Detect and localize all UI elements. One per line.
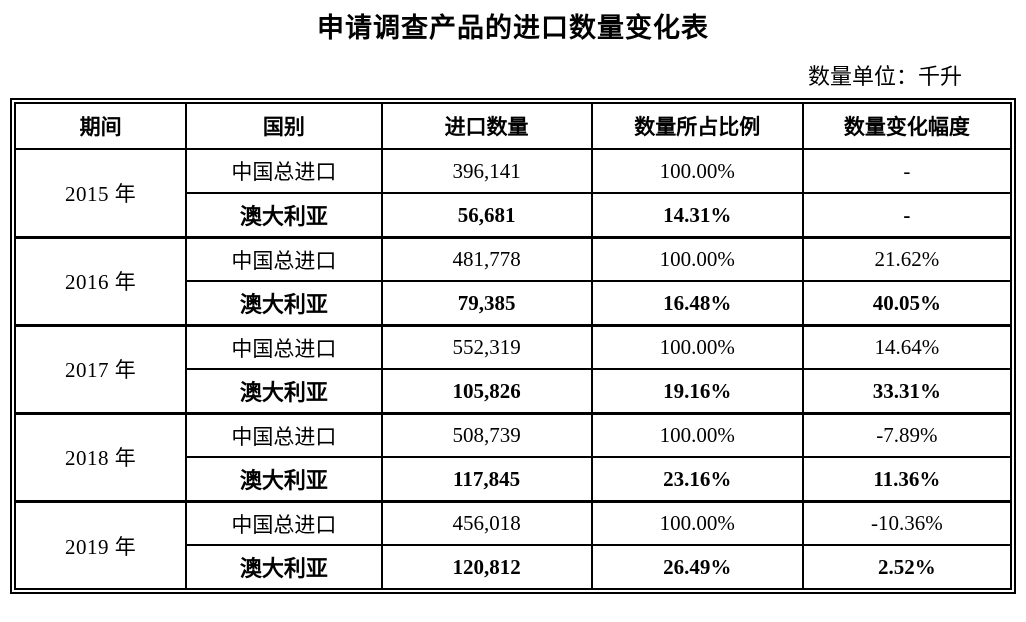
country-cell: 澳大利亚	[185, 544, 383, 591]
header-quantity-share: 数量所占比例	[590, 102, 804, 151]
country-cell: 澳大利亚	[185, 192, 383, 239]
header-country: 国别	[185, 102, 383, 151]
quantity-cell: 456,018	[380, 499, 593, 547]
share-cell: 26.49%	[590, 544, 804, 591]
country-cell: 澳大利亚	[185, 456, 383, 503]
share-cell: 100.00%	[590, 235, 804, 283]
period-cell: 2018 年	[13, 411, 188, 503]
table-row: 2018 年中国总进口 508,739 100.00% -7.89%	[13, 411, 1013, 503]
change-cell: 2.52%	[801, 544, 1013, 591]
change-cell: 33.31%	[801, 368, 1013, 415]
share-cell: 23.16%	[590, 456, 804, 503]
quantity-cell: 508,739	[380, 411, 593, 459]
quantity-cell: 56,681	[380, 192, 593, 239]
quantity-cell: 552,319	[380, 323, 593, 371]
change-cell: -	[801, 148, 1013, 195]
table-row: 澳大利亚 79,385 16.48% 40.05%	[15, 280, 1013, 327]
quantity-cell: 120,812	[380, 544, 593, 591]
period-cell: 2016 年	[13, 235, 188, 327]
share-cell: 100.00%	[590, 411, 804, 459]
table-row: 2015 年中国总进口 396,141 100.00% -	[13, 148, 1013, 239]
unit-note: 数量单位：千升	[807, 64, 962, 90]
header-period: 期间	[13, 102, 188, 151]
table-row: 2017 年中国总进口 552,319 100.00% 14.64%	[13, 323, 1013, 415]
header-row: 期间 国别 进口数量 数量所占比例 数量变化幅度	[13, 102, 1013, 151]
period-cell: 2017 年	[13, 323, 188, 415]
quantity-cell: 396,141	[380, 148, 593, 195]
country-cell: 中国总进口	[185, 499, 383, 547]
import-quantity-table: 期间 国别 进口数量 数量所占比例 数量变化幅度 2015 年中国总进口 396,…	[13, 102, 1013, 591]
table-row: 澳大利亚 105,826 19.16% 33.31%	[15, 368, 1013, 415]
change-cell: -10.36%	[801, 499, 1013, 547]
change-cell: -	[801, 192, 1013, 239]
country-cell: 中国总进口	[185, 235, 383, 283]
period-cell: 2019 年	[13, 499, 188, 591]
table-row: 澳大利亚 120,812 26.49% 2.52%	[15, 544, 1013, 591]
change-cell: -7.89%	[801, 411, 1013, 459]
header-import-quantity: 进口数量	[380, 102, 593, 151]
share-cell: 16.48%	[590, 280, 804, 327]
table-row: 澳大利亚 117,845 23.16% 11.36%	[15, 456, 1013, 503]
share-cell: 19.16%	[590, 368, 804, 415]
quantity-cell: 117,845	[380, 456, 593, 503]
share-cell: 100.00%	[590, 499, 804, 547]
table-body: 2015 年中国总进口 396,141 100.00% - 澳大利亚 56,681 14.3…	[13, 148, 1013, 591]
quantity-cell: 481,778	[380, 235, 593, 283]
change-cell: 11.36%	[801, 456, 1013, 503]
share-cell: 14.31%	[590, 192, 804, 239]
change-cell: 21.62%	[801, 235, 1013, 283]
table-row: 2019 年中国总进口 456,018 100.00% -10.36%	[13, 499, 1013, 591]
quantity-cell: 105,826	[380, 368, 593, 415]
change-cell: 40.05%	[801, 280, 1013, 327]
quantity-cell: 79,385	[380, 280, 593, 327]
share-cell: 100.00%	[590, 148, 804, 195]
table-frame: 期间 国别 进口数量 数量所占比例 数量变化幅度 2015 年中国总进口 396,…	[10, 98, 1016, 595]
country-cell: 中国总进口	[185, 323, 383, 371]
table-row: 澳大利亚 56,681 14.31% -	[15, 192, 1013, 239]
country-cell: 澳大利亚	[185, 280, 383, 327]
period-cell: 2015 年	[13, 148, 188, 239]
page-title: 申请调查产品的进口数量变化表	[317, 13, 709, 43]
country-cell: 中国总进口	[185, 411, 383, 459]
table-row: 2016 年中国总进口 481,778 100.00% 21.62%	[13, 235, 1013, 327]
share-cell: 100.00%	[590, 323, 804, 371]
country-cell: 澳大利亚	[185, 368, 383, 415]
change-cell: 14.64%	[801, 323, 1013, 371]
country-cell: 中国总进口	[185, 148, 383, 195]
header-quantity-change: 数量变化幅度	[801, 102, 1013, 151]
